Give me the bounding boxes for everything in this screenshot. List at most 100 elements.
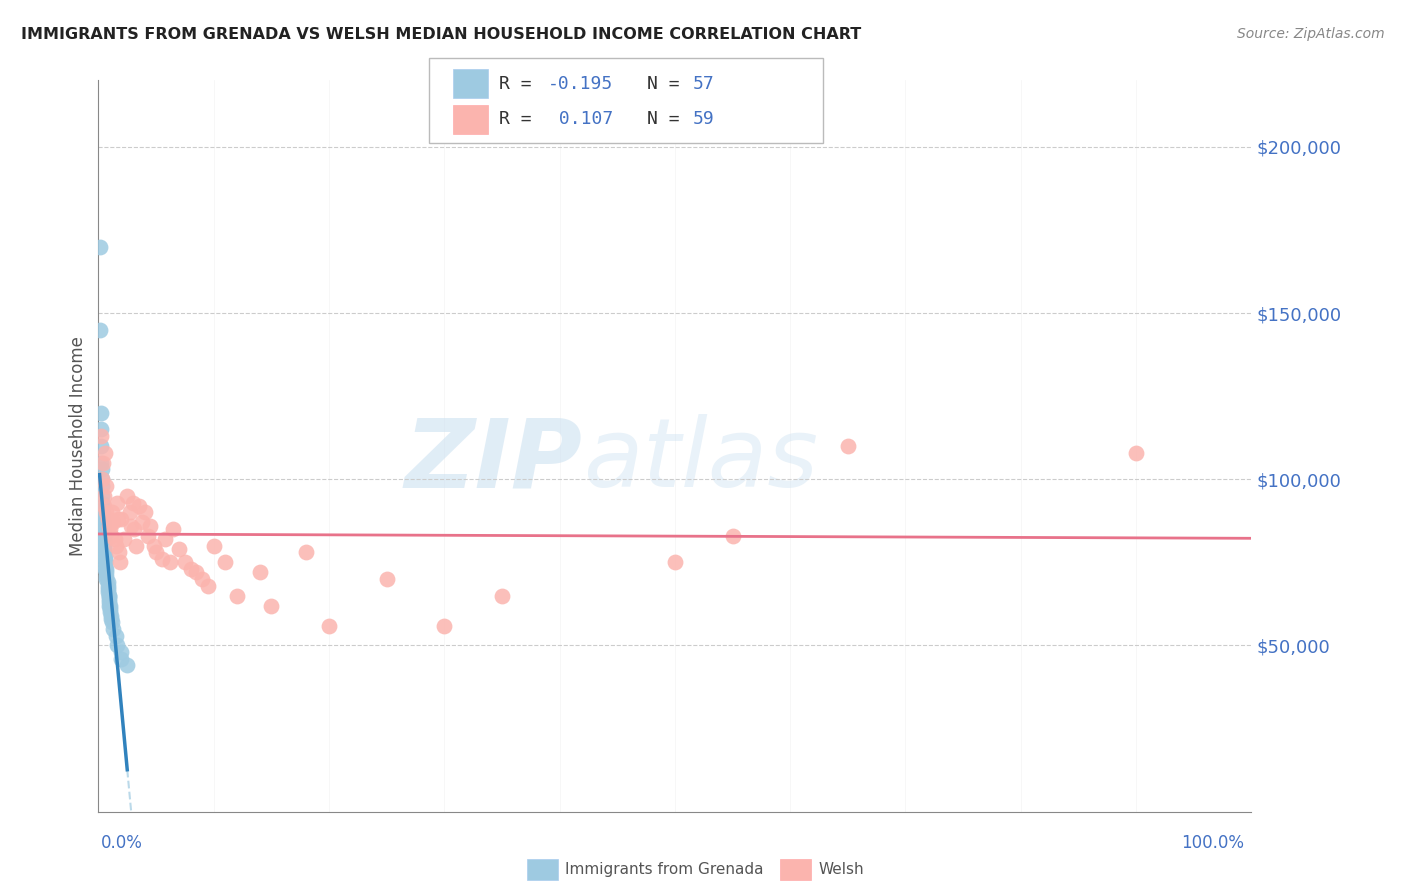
Point (100, 608, 122, 623)
Point (90, 472, 112, 486)
Point (91, 516, 114, 530)
Point (98, 599, 121, 613)
Point (150, 552, 173, 566)
Point (110, 645, 132, 659)
Point (97, 595, 120, 609)
Point (103, 622, 125, 636)
Text: 59: 59 (693, 111, 714, 128)
Text: -0.195: -0.195 (548, 75, 613, 93)
Text: Source: ZipAtlas.com: Source: ZipAtlas.com (1237, 27, 1385, 41)
Point (98, 605, 121, 619)
Point (98, 522, 121, 536)
Point (94, 555, 117, 569)
Point (110, 652, 132, 666)
Point (90, 499, 112, 513)
Text: N =: N = (647, 111, 690, 128)
Point (96, 479, 118, 493)
Point (162, 522, 184, 536)
Point (90, 508, 112, 523)
Point (97, 591, 120, 606)
Point (174, 555, 197, 569)
Point (97, 599, 120, 613)
Point (90, 502, 112, 516)
Point (1125, 445, 1147, 459)
Point (197, 579, 219, 593)
Point (103, 532, 125, 546)
Text: Welsh: Welsh (818, 863, 863, 877)
Point (112, 532, 135, 546)
Point (96, 572, 118, 586)
Point (93, 499, 115, 513)
Text: Immigrants from Grenada: Immigrants from Grenada (565, 863, 763, 877)
Point (91, 456, 114, 470)
Text: R =: R = (499, 111, 543, 128)
Point (94, 562, 117, 576)
Text: 57: 57 (693, 75, 714, 93)
Point (134, 506, 156, 520)
Point (97, 518, 120, 533)
Point (91, 525, 114, 540)
Point (93, 545, 115, 559)
Point (318, 618, 340, 632)
Text: ZIP: ZIP (405, 414, 582, 508)
Point (93, 529, 115, 543)
Point (104, 628, 127, 642)
Point (136, 529, 159, 543)
Point (93, 535, 115, 549)
Point (105, 495, 128, 509)
Point (491, 589, 513, 603)
Point (122, 495, 145, 509)
Point (191, 572, 214, 586)
Point (96, 562, 118, 576)
Point (94, 549, 117, 563)
Point (93, 489, 115, 503)
Point (131, 516, 153, 530)
Point (837, 439, 859, 453)
Point (94, 558, 117, 573)
Point (110, 512, 132, 526)
Text: 0.0%: 0.0% (101, 834, 143, 852)
Point (97, 579, 120, 593)
Point (97, 575, 120, 590)
Point (97, 582, 120, 596)
Point (90, 506, 112, 520)
Point (96, 568, 118, 582)
Point (97, 512, 120, 526)
Text: N =: N = (647, 75, 690, 93)
Point (295, 545, 318, 559)
Point (128, 499, 150, 513)
Point (117, 489, 139, 503)
Point (125, 539, 148, 553)
Point (260, 599, 283, 613)
Point (110, 555, 132, 569)
Text: atlas: atlas (582, 414, 818, 508)
Point (90, 472, 112, 486)
Point (96, 506, 118, 520)
Point (90, 406, 112, 420)
Point (90, 495, 112, 509)
Point (103, 516, 125, 530)
Point (90, 462, 112, 476)
Point (101, 615, 124, 630)
Point (91, 522, 114, 536)
Point (90, 512, 112, 526)
Point (167, 542, 190, 557)
Point (91, 518, 114, 533)
Point (721, 529, 744, 543)
Point (118, 506, 141, 520)
Point (145, 545, 167, 559)
Point (249, 566, 271, 580)
Point (90, 429, 112, 443)
Point (375, 572, 398, 586)
Point (93, 532, 115, 546)
Point (96, 566, 118, 580)
Point (94, 552, 117, 566)
Point (155, 532, 177, 546)
Text: 100.0%: 100.0% (1181, 834, 1244, 852)
Text: 0.107: 0.107 (548, 111, 613, 128)
Point (108, 545, 131, 559)
Point (90, 479, 112, 493)
Point (120, 518, 142, 533)
Point (122, 522, 145, 536)
Point (100, 529, 122, 543)
